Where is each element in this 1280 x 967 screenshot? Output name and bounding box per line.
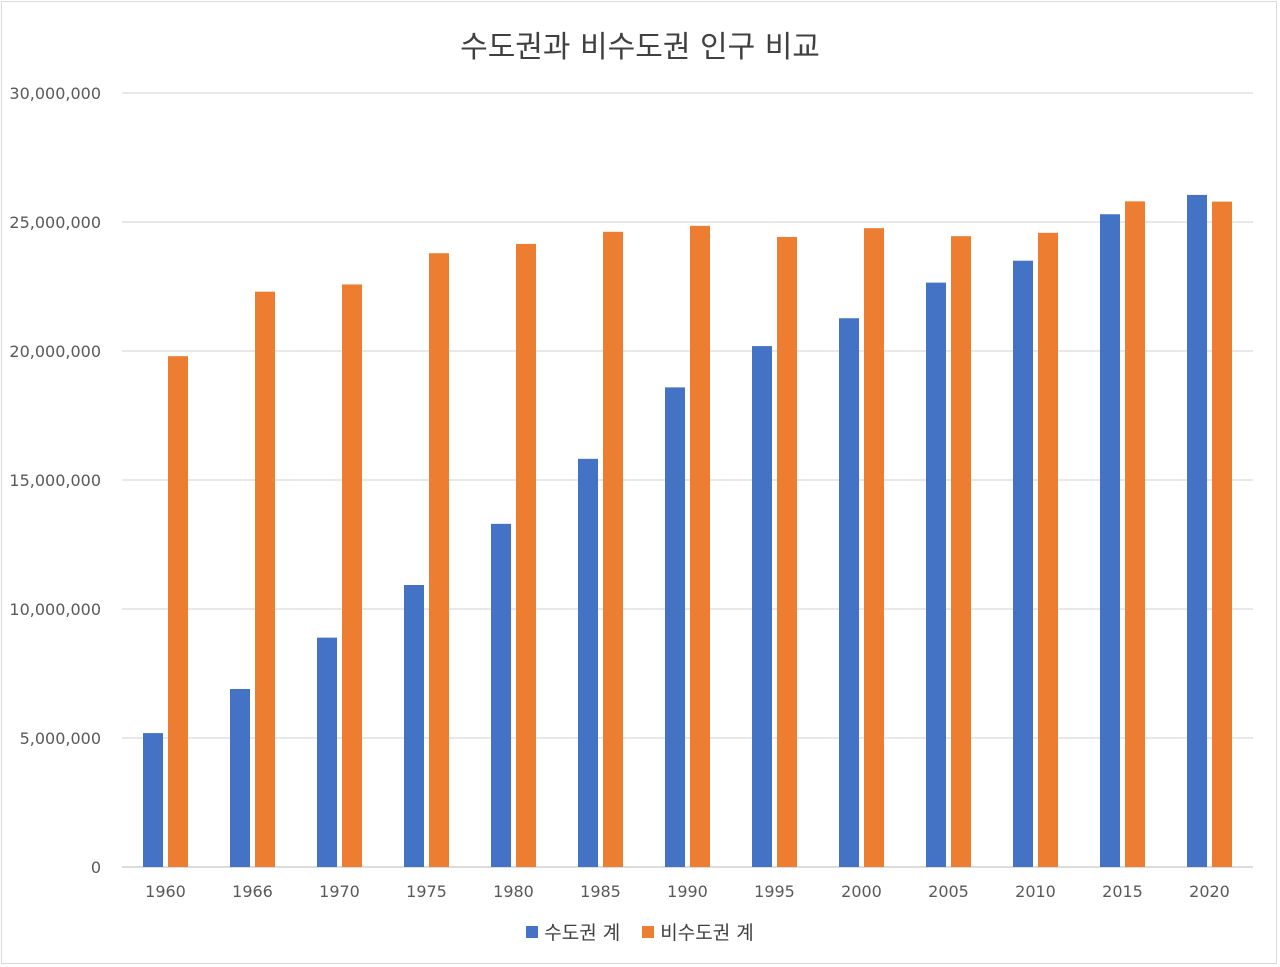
x-tick-label: 1970 — [319, 882, 360, 901]
bar-series-1-2000[interactable] — [839, 318, 859, 867]
legend-label-series-2: 비수도권 계 — [660, 922, 754, 944]
legend-swatch-series-2 — [642, 925, 655, 938]
y-tick-label: 20,000,000 — [9, 342, 101, 361]
x-tick-label: 1985 — [580, 882, 621, 901]
bar-series-1-2015[interactable] — [1100, 214, 1120, 867]
bar-series-2-2000[interactable] — [864, 228, 884, 867]
y-tick-label: 10,000,000 — [9, 600, 101, 619]
bar-series-1-1960[interactable] — [143, 733, 163, 867]
bar-series-2-2005[interactable] — [951, 236, 971, 867]
x-tick-label: 2020 — [1189, 882, 1230, 901]
bars — [143, 194, 1232, 868]
x-tick-label: 1960 — [145, 882, 186, 901]
gridlines — [122, 92, 1253, 868]
bar-series-2-1995[interactable] — [777, 236, 797, 868]
bar-series-1-1980[interactable] — [491, 523, 511, 867]
bar-series-1-1995[interactable] — [752, 346, 772, 867]
x-tick-label: 2010 — [1015, 882, 1056, 901]
x-tick-label: 1975 — [406, 882, 447, 901]
legend-item-series-1[interactable]: 수도권 계 — [526, 918, 620, 945]
bar-series-2-2015[interactable] — [1125, 201, 1145, 868]
bar-series-1-1966[interactable] — [230, 688, 250, 867]
bar-series-1-2005[interactable] — [926, 282, 946, 867]
bar-series-2-1990[interactable] — [690, 225, 710, 867]
bar-series-1-1970[interactable] — [317, 637, 337, 867]
legend-item-series-2[interactable]: 비수도권 계 — [642, 918, 754, 945]
bar-series-2-1960[interactable] — [168, 356, 188, 867]
bar-series-2-1966[interactable] — [255, 291, 275, 867]
bar-series-2-1985[interactable] — [603, 231, 623, 867]
bar-series-2-2010[interactable] — [1038, 232, 1058, 867]
bar-series-2-1980[interactable] — [516, 243, 536, 867]
bar-series-2-1970[interactable] — [342, 284, 362, 867]
y-tick-label: 5,000,000 — [20, 729, 101, 748]
x-tick-label: 1990 — [667, 882, 708, 901]
legend-swatch-series-1 — [526, 925, 539, 938]
bar-series-1-2010[interactable] — [1013, 260, 1033, 867]
x-tick-label: 2005 — [928, 882, 969, 901]
x-tick-label: 1995 — [754, 882, 795, 901]
y-axis-tick-labels: 0 5,000,000 10,000,000 15,000,000 20,000,000… — [9, 84, 101, 877]
legend-label-series-1: 수도권 계 — [544, 922, 621, 944]
y-tick-label: 15,000,000 — [9, 471, 101, 490]
x-tick-label: 2015 — [1102, 882, 1143, 901]
y-tick-label: 30,000,000 — [9, 84, 101, 103]
bar-series-1-1985[interactable] — [578, 458, 598, 867]
legend: 수도권 계 비수도권 계 — [0, 918, 1280, 945]
bar-series-2-1975[interactable] — [429, 253, 449, 867]
bar-series-1-2020[interactable] — [1187, 194, 1207, 867]
y-tick-label: 0 — [91, 858, 101, 877]
x-tick-label: 1980 — [493, 882, 534, 901]
chart-title: 수도권과 비수도권 인구 비교 — [460, 30, 820, 65]
bar-series-1-1990[interactable] — [665, 387, 685, 867]
bar-series-1-1975[interactable] — [404, 585, 424, 867]
x-axis-tick-labels: 1960 1966 1970 1975 1980 1985 1990 1995 2000 2005… — [145, 882, 1230, 901]
y-tick-label: 25,000,000 — [9, 213, 101, 232]
x-tick-label: 2000 — [841, 882, 882, 901]
x-tick-label: 1966 — [232, 882, 273, 901]
bar-series-2-2020[interactable] — [1212, 201, 1232, 868]
